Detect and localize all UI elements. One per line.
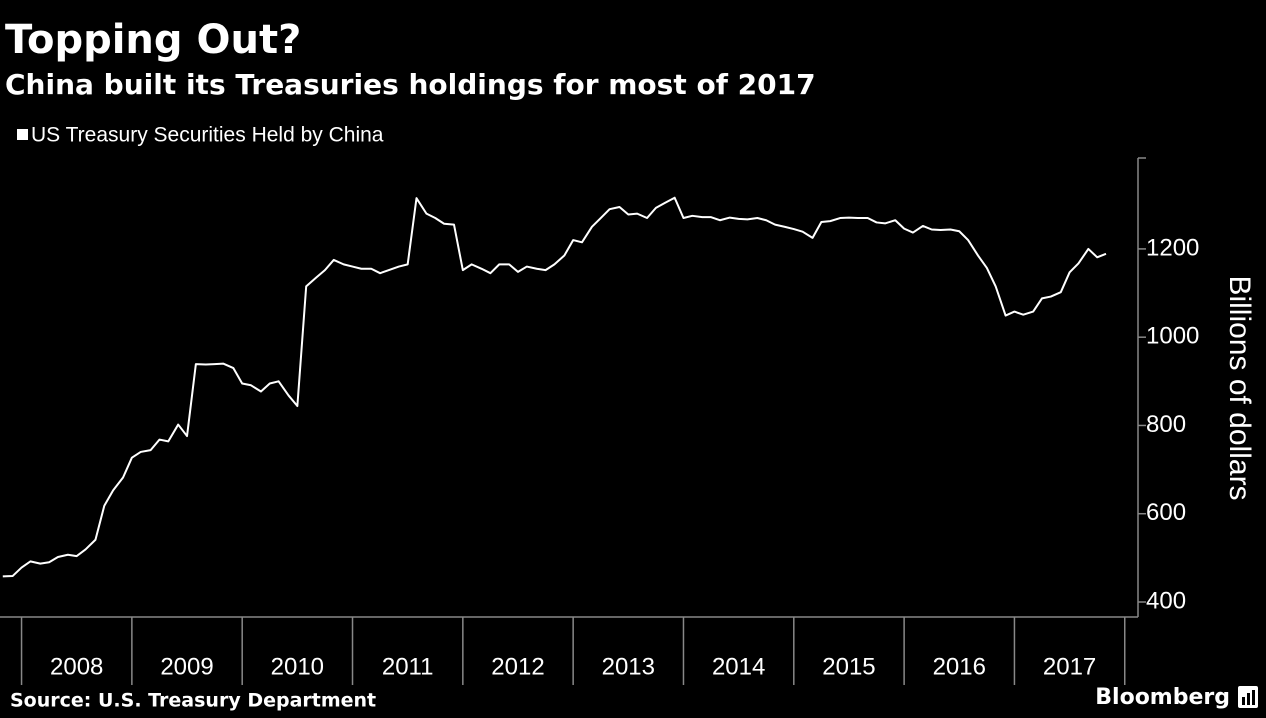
x-tick-label: 2008: [50, 653, 103, 680]
x-tick-label: 2016: [933, 653, 986, 680]
legend-swatch: [17, 129, 28, 140]
y-tick-label: 1200: [1146, 234, 1199, 261]
x-tick-label: 2012: [491, 653, 544, 680]
source: Source: U.S. Treasury Department: [10, 690, 376, 712]
chart-title: Topping Out?: [5, 17, 301, 63]
x-tick-label: 2017: [1043, 653, 1096, 680]
x-tick-label: 2010: [271, 653, 324, 680]
y-tick-label: 800: [1146, 411, 1186, 438]
x-tick-label: 2014: [712, 653, 765, 680]
y-tick-label: 400: [1146, 587, 1186, 614]
x-tick-label: 2011: [382, 653, 434, 680]
data-line: [2, 196, 1107, 578]
x-tick-label: 2013: [602, 653, 655, 680]
y-tick-label: 600: [1146, 499, 1186, 526]
chart-subtitle: China built its Treasuries holdings for …: [5, 68, 816, 101]
x-tick-label: 2009: [160, 653, 213, 680]
y-tick-label: 1000: [1146, 323, 1199, 350]
legend-label: US Treasury Securities Held by China: [31, 124, 384, 147]
y-axis-title: Billions of dollars: [1223, 275, 1256, 500]
brand-icon: [1238, 686, 1258, 708]
x-tick-label: 2015: [822, 653, 875, 680]
brand: Bloomberg: [1095, 685, 1230, 710]
